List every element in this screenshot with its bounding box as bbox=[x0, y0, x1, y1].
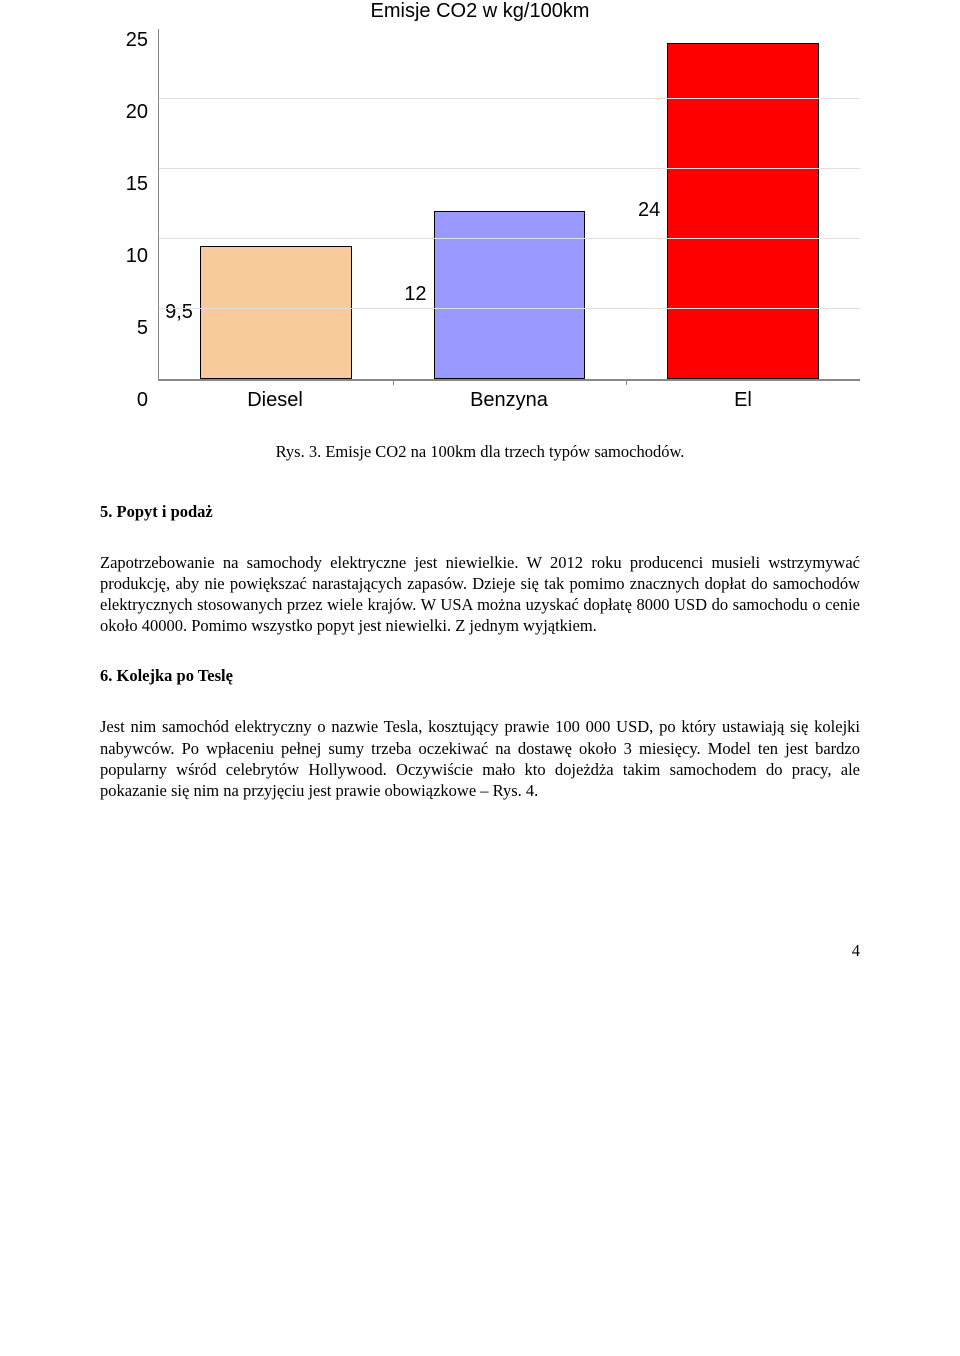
chart-caption: Rys. 3. Emisje CO2 na 100km dla trzech t… bbox=[100, 442, 860, 462]
section-6-body: Jest nim samochód elektryczny o nazwie T… bbox=[100, 716, 860, 800]
x-axis-label: Benzyna bbox=[392, 389, 626, 412]
bar-slot: 24 bbox=[626, 43, 860, 379]
x-tick bbox=[393, 379, 394, 385]
x-axis-label: Diesel bbox=[158, 389, 392, 412]
y-tick-label: 0 bbox=[137, 389, 148, 412]
y-tick: 25 bbox=[126, 29, 148, 101]
co2-chart: Emisje CO2 w kg/100km 25 20 15 10 5 0 9,… bbox=[100, 0, 860, 412]
x-tick bbox=[626, 379, 627, 385]
chart-gridline bbox=[159, 308, 860, 309]
bar-value-label: 12 bbox=[367, 283, 427, 306]
y-tick-label: 10 bbox=[126, 245, 148, 268]
chart-gridline bbox=[159, 238, 860, 239]
chart-bar: 12 bbox=[434, 211, 586, 379]
bar-slot: 12 bbox=[393, 211, 627, 379]
bar-slot: 9,5 bbox=[159, 246, 393, 379]
chart-body: 25 20 15 10 5 0 9,5 12 24 DieselBenzynaEl bbox=[100, 29, 860, 412]
chart-bar: 24 bbox=[667, 43, 819, 379]
y-tick-label: 15 bbox=[126, 173, 148, 196]
bar-value-label: 9,5 bbox=[133, 301, 193, 324]
y-tick: 0 bbox=[137, 389, 148, 412]
section-5-body: Zapotrzebowanie na samochody elektryczne… bbox=[100, 552, 860, 636]
chart-gridline bbox=[159, 168, 860, 169]
y-tick: 5 bbox=[137, 317, 148, 389]
y-tick: 20 bbox=[126, 101, 148, 173]
y-tick: 15 bbox=[126, 173, 148, 245]
section-6-heading: 6. Kolejka po Teslę bbox=[100, 666, 860, 686]
x-axis-label: El bbox=[626, 389, 860, 412]
chart-gridline bbox=[159, 98, 860, 99]
document-page: Emisje CO2 w kg/100km 25 20 15 10 5 0 9,… bbox=[0, 0, 960, 1001]
chart-x-axis: DieselBenzynaEl bbox=[158, 381, 860, 412]
section-5-heading: 5. Popyt i podaż bbox=[100, 502, 860, 522]
page-number: 4 bbox=[100, 941, 860, 961]
bar-value-label: 24 bbox=[600, 199, 660, 222]
chart-y-axis: 25 20 15 10 5 0 bbox=[100, 29, 158, 412]
chart-title: Emisje CO2 w kg/100km bbox=[100, 0, 860, 23]
y-tick-label: 20 bbox=[126, 101, 148, 124]
chart-plot-column: 9,5 12 24 DieselBenzynaEl bbox=[158, 29, 860, 412]
y-tick-label: 25 bbox=[126, 29, 148, 52]
chart-bar: 9,5 bbox=[200, 246, 352, 379]
chart-plot-area: 9,5 12 24 bbox=[158, 29, 860, 381]
chart-bars: 9,5 12 24 bbox=[159, 29, 860, 379]
